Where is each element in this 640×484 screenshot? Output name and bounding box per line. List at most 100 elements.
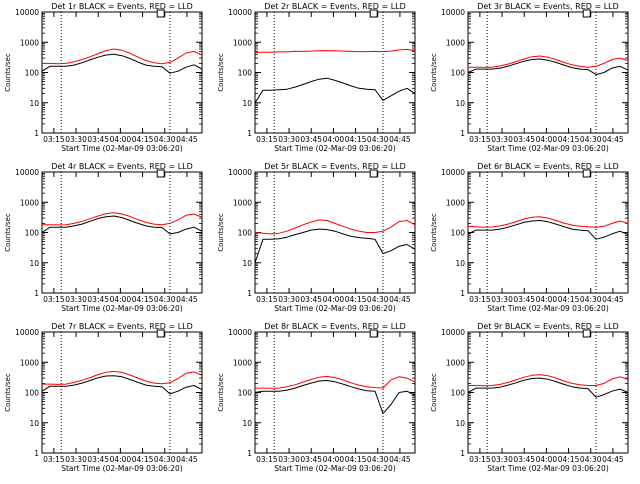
chart-panel: Det 5r BLACK = Events, RED = LLD 1 10 100 10… [213, 160, 426, 324]
x-tick-label: 03:45 [87, 295, 109, 304]
y-tick-label: 1 [247, 449, 252, 458]
x-tick-label: 04:30 [154, 295, 176, 304]
chart-title: Det 6r BLACK = Events, RED = LLD [477, 162, 619, 171]
chart-title: Det 5r BLACK = Events, RED = LLD [264, 162, 406, 171]
series-line-black [467, 220, 629, 240]
x-tick-label: 03:45 [300, 455, 322, 464]
x-axis-label: Start Time (02-Mar-09 03:06:20) [487, 144, 609, 153]
plot-frame [467, 331, 629, 454]
plot-frame [41, 11, 203, 134]
x-tick-label: 04:15 [132, 295, 154, 304]
x-tick-label: 04:00 [536, 135, 558, 144]
chart-svg: Det 7r BLACK = Events, RED = LLD 1 10 100 10… [4, 322, 203, 473]
y-axis-label: Counts/sec [430, 213, 438, 252]
y-tick-label: 100 [451, 229, 466, 238]
x-tick-label: 04:30 [580, 135, 602, 144]
x-tick-label: 04:15 [558, 135, 580, 144]
y-axis-label: Counts/sec [430, 53, 438, 92]
y-tick-label: 10000 [15, 168, 39, 177]
y-tick-label: 10 [29, 99, 39, 108]
x-tick-label: 04:30 [367, 295, 389, 304]
y-tick-label: 1 [247, 129, 252, 138]
x-tick-label: 03:15 [43, 135, 65, 144]
x-tick-label: 04:00 [536, 295, 558, 304]
y-tick-label: 1 [460, 449, 465, 458]
series-line-black [254, 228, 416, 263]
y-tick-label: 100 [238, 389, 253, 398]
y-tick-label: 100 [238, 69, 253, 78]
chart-title: Det 2r BLACK = Events, RED = LLD [264, 2, 406, 11]
chart-panel: Det 3r BLACK = Events, RED = LLD 1 10 100 10… [426, 0, 639, 164]
y-tick-label: 100 [238, 229, 253, 238]
series-line-black [254, 380, 416, 415]
y-tick-label: 1 [34, 129, 39, 138]
x-tick-label: 04:30 [367, 455, 389, 464]
chart-panel: Det 1r BLACK = Events, RED = LLD 1 10 100 10… [0, 0, 213, 164]
chart-title: Det 9r BLACK = Events, RED = LLD [477, 322, 619, 331]
chart-svg: Det 8r BLACK = Events, RED = LLD 1 10 100 10… [217, 322, 416, 473]
y-tick-label: 10000 [15, 8, 39, 17]
y-tick-label: 10000 [228, 8, 252, 17]
plot-frame [254, 171, 416, 294]
chart-title: Det 4r BLACK = Events, RED = LLD [51, 162, 193, 171]
y-tick-label: 10000 [15, 328, 39, 337]
chart-title: Det 1r BLACK = Events, RED = LLD [51, 2, 193, 11]
x-tick-label: 04:45 [176, 135, 198, 144]
series-line-red [42, 212, 203, 226]
y-tick-label: 10 [455, 99, 465, 108]
y-axis-label: Counts/sec [4, 373, 12, 412]
x-tick-label: 04:30 [580, 455, 602, 464]
y-tick-label: 1000 [20, 38, 39, 47]
x-tick-label: 04:15 [345, 295, 367, 304]
x-tick-label: 04:45 [389, 455, 411, 464]
x-tick-label: 03:30 [491, 135, 513, 144]
marker-box [369, 9, 378, 18]
x-tick-label: 04:45 [602, 135, 624, 144]
y-tick-label: 1000 [446, 38, 465, 47]
y-axis-label: Counts/sec [217, 213, 225, 252]
y-axis-label: Counts/sec [4, 213, 12, 252]
marker-box [369, 169, 378, 178]
y-tick-label: 10 [242, 99, 252, 108]
y-tick-label: 10000 [441, 168, 465, 177]
x-tick-label: 03:15 [256, 135, 278, 144]
series-line-black [41, 215, 203, 235]
x-tick-label: 04:00 [323, 295, 345, 304]
y-tick-label: 10000 [228, 328, 252, 337]
plot-frame [254, 11, 416, 134]
x-tick-label: 04:00 [536, 455, 558, 464]
plot-frame [467, 171, 629, 294]
x-tick-label: 04:00 [110, 135, 132, 144]
chart-title: Det 7r BLACK = Events, RED = LLD [51, 322, 193, 331]
plot-frame [41, 331, 203, 454]
x-tick-label: 04:00 [110, 295, 132, 304]
plot-frame [254, 331, 416, 454]
chart-svg: Det 5r BLACK = Events, RED = LLD 1 10 100 10… [217, 162, 416, 313]
chart-panel: Det 7r BLACK = Events, RED = LLD 1 10 100 10… [0, 320, 213, 484]
x-axis-label: Start Time (02-Mar-09 03:06:20) [274, 144, 396, 153]
y-tick-label: 1000 [233, 38, 252, 47]
x-tick-label: 04:00 [323, 455, 345, 464]
marker-box [156, 9, 165, 18]
chart-panel: Det 8r BLACK = Events, RED = LLD 1 10 100 10… [213, 320, 426, 484]
x-tick-label: 04:45 [389, 135, 411, 144]
x-tick-label: 03:30 [491, 455, 513, 464]
x-tick-label: 03:45 [300, 295, 322, 304]
y-tick-label: 100 [451, 389, 466, 398]
x-tick-label: 03:15 [469, 295, 491, 304]
x-tick-label: 03:15 [43, 295, 65, 304]
y-tick-label: 1000 [20, 358, 39, 367]
y-tick-label: 10000 [441, 8, 465, 17]
y-tick-label: 10000 [228, 168, 252, 177]
x-tick-label: 04:00 [110, 455, 132, 464]
series-line-black [41, 53, 203, 74]
x-tick-label: 03:15 [256, 455, 278, 464]
x-axis-label: Start Time (02-Mar-09 03:06:20) [61, 464, 183, 473]
chart-svg: Det 6r BLACK = Events, RED = LLD 1 10 100 10… [430, 162, 629, 313]
x-tick-label: 04:00 [323, 135, 345, 144]
x-axis-label: Start Time (02-Mar-09 03:06:20) [274, 464, 396, 473]
series-line-black [41, 375, 203, 395]
y-tick-label: 100 [25, 229, 40, 238]
marker-box [156, 329, 165, 338]
